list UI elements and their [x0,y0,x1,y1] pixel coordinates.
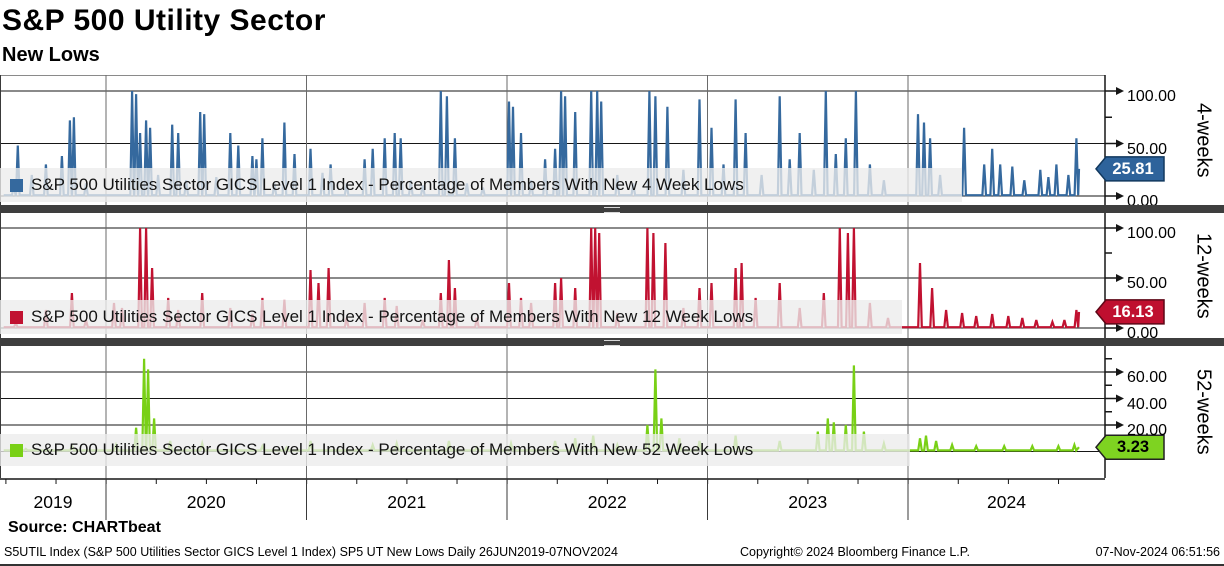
source-label: Source: CHARTbeat [8,519,161,536]
y-tick-label: 50.00 [1127,140,1168,158]
panel-separator[interactable] [0,338,1224,346]
year-label: 2024 [987,492,1026,512]
y-tick-label: 0.00 [1127,325,1159,342]
last-value-tag-12week: 16.13 [1112,302,1154,321]
plot-left-border [0,75,1,478]
panel-label-52weeks: 52-weeks [1192,369,1215,455]
plot-top-border [0,75,1105,76]
y-tick-label: 40.00 [1127,395,1168,413]
last-value-tag-52week: 3.23 [1116,438,1150,457]
footer-timestamp: 07-Nov-2024 06:51:56 [1095,545,1220,559]
year-label: 2020 [186,492,226,512]
separator-drag-handle-icon[interactable] [604,206,620,213]
page-subtitle: New Lows [2,44,100,66]
year-label: 2023 [788,492,828,512]
y-tick-label: 20.00 [1127,422,1168,439]
panel-separator[interactable] [0,205,1224,213]
legend-52week-label: S&P 500 Utilities Sector GICS Level 1 In… [31,440,754,459]
year-label: 2019 [33,492,73,512]
page-title: S&P 500 Utility Sector [2,4,326,37]
separator-drag-handle-icon[interactable] [604,339,620,346]
legend-square-icon [10,443,23,457]
y-tick-label: 100.00 [1127,88,1176,105]
legend-52week: S&P 500 Utilities Sector GICS Level 1 In… [0,434,910,466]
bottom-bar [0,564,1224,566]
legend-12week: S&P 500 Utilities Sector GICS Level 1 In… [0,300,902,334]
legend-square-icon [10,178,23,192]
y-tick-label: 100.00 [1127,225,1176,242]
footer-copyright: Copyright© 2024 Bloomberg Finance L.P. [740,545,970,559]
legend-square-icon [10,310,23,324]
footer-security-info: S5UTIL Index (S&P 500 Utilities Sector G… [4,545,618,559]
year-label: 2022 [587,492,627,512]
x-axis [0,478,1105,520]
legend-4week-label: S&P 500 Utilities Sector GICS Level 1 In… [31,175,744,194]
y-tick-label: 50.00 [1127,275,1168,292]
panel-label-12weeks: 12-weeks [1192,232,1215,319]
panel-label-4weeks: 4-weeks [1192,102,1215,178]
y-tick-label: 60.00 [1127,369,1168,386]
last-value-tag-4week: 25.81 [1112,159,1154,178]
year-label: 2021 [387,492,427,512]
legend-12week-label: S&P 500 Utilities Sector GICS Level 1 In… [31,307,754,326]
legend-4week: S&P 500 Utilities Sector GICS Level 1 In… [0,168,962,202]
